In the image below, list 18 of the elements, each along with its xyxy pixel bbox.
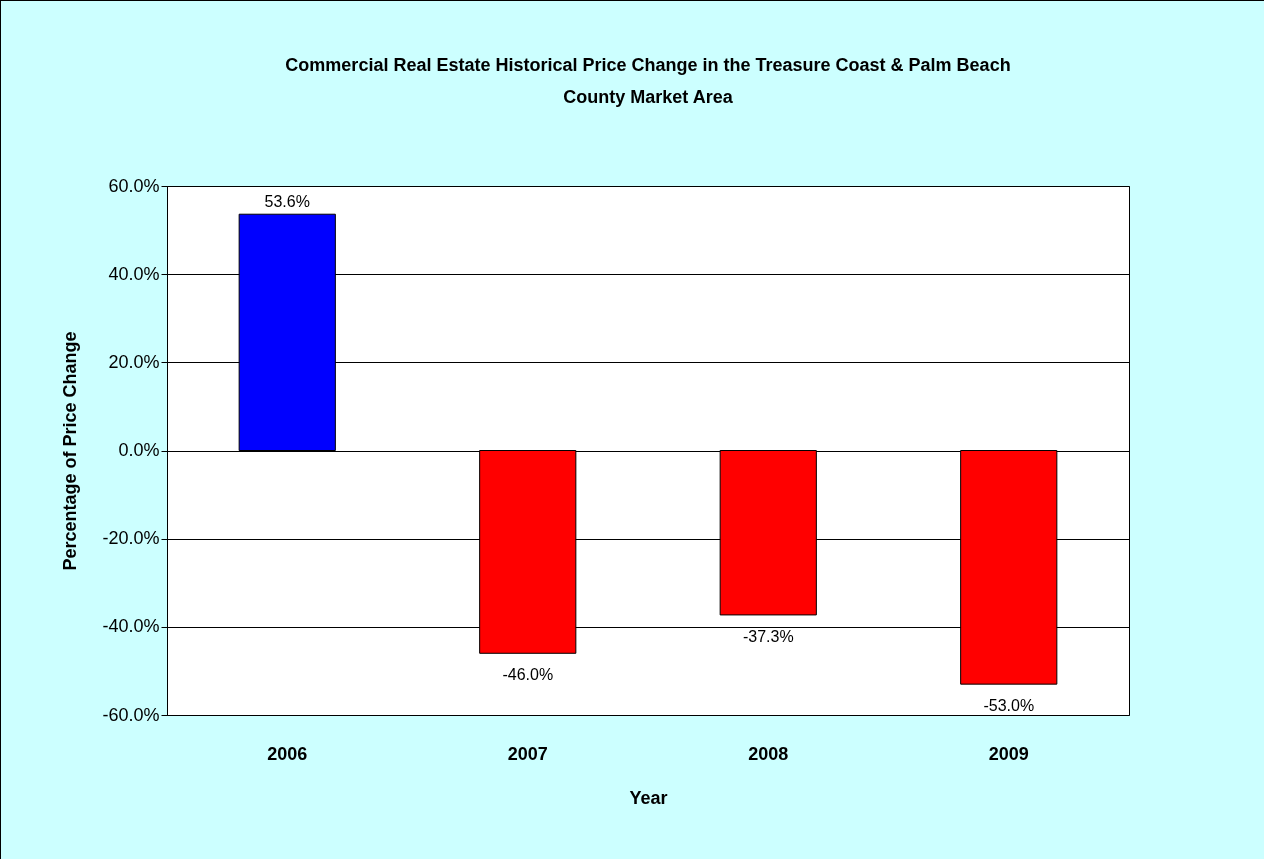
y-tick-label: -40.0% xyxy=(102,616,160,637)
data-label: -53.0% xyxy=(983,697,1035,715)
x-tick-label: 2006 xyxy=(267,743,308,764)
chart-title: Commercial Real Estate Historical Price Change in the Treasure Coast & Palm Beach County Market Area xyxy=(285,55,1011,107)
data-label: -46.0% xyxy=(502,666,554,684)
x-tick-label: 2009 xyxy=(988,743,1029,764)
x-tick-label: 2007 xyxy=(507,743,548,764)
data-label: 53.6% xyxy=(264,193,310,211)
y-tick-label: 20.0% xyxy=(108,351,160,372)
data-label: -37.3% xyxy=(742,627,794,645)
y-axis-title: Percentage of Price Change xyxy=(60,331,81,571)
x-tick-label: 2008 xyxy=(748,743,789,764)
y-tick-label: 60.0% xyxy=(108,175,160,196)
y-tick-label: -60.0% xyxy=(102,704,160,725)
y-tick-label: -20.0% xyxy=(102,528,160,549)
x-axis-title: Year xyxy=(629,787,668,808)
y-tick-label: 0.0% xyxy=(118,440,160,460)
y-tick-label: 40.0% xyxy=(108,263,160,284)
